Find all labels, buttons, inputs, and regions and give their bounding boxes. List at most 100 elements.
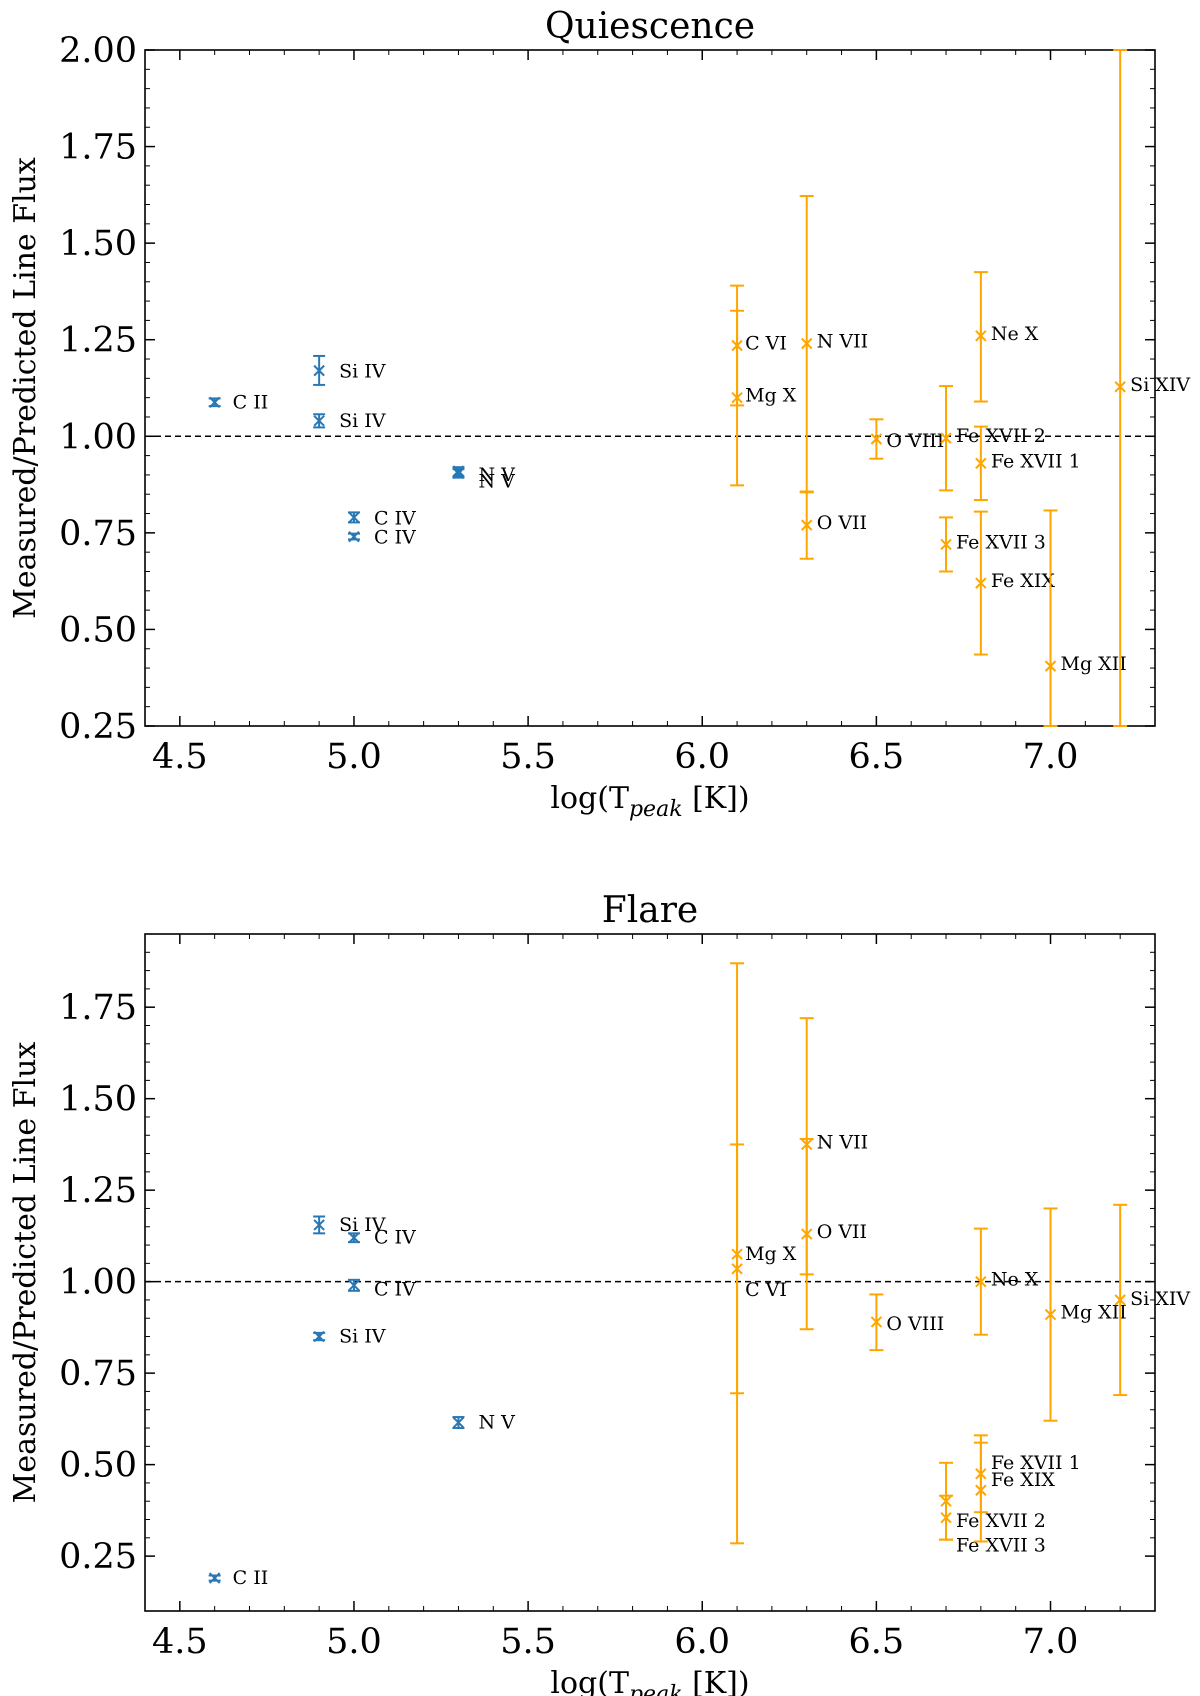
data-point: Mg X [730,309,797,487]
x-tick-label: 6.5 [849,1622,905,1662]
point-label: Fe XIX [991,1469,1055,1491]
x-tick-label: 4.5 [152,1622,208,1662]
y-tick-label: 1.25 [59,321,137,361]
data-point: Si IV [313,410,386,432]
data-point: Si IV [313,1326,386,1348]
x-marker [940,1511,952,1524]
data-point: Si XIV [1113,1203,1190,1397]
plot-frame [144,933,1156,1612]
x-tick-label: 4.5 [152,737,208,777]
x-tick-label: 5.5 [500,737,556,777]
data-point: C IV [347,507,416,529]
x-marker [940,538,952,551]
x-marker [975,330,987,342]
x-axis-label: log(Tpeak [K]) [550,1666,749,1696]
data-point: Fe XVII 3 [939,516,1046,573]
point-label: O VIII [886,1313,944,1335]
x-tick-label: 7.0 [1023,737,1079,777]
point-label: C IV [374,1227,416,1249]
y-tick-label: 1.75 [59,988,137,1028]
point-label: Mg X [745,385,797,407]
point-label: C II [233,391,269,413]
x-marker [870,1316,883,1328]
data-point: C IV [347,1227,416,1249]
point-label: N V [478,464,515,486]
data-point: Fe XIX [973,1441,1055,1543]
quiescence-panel: 4.5 5.0 5.5 6.0 6.5 7.0 0.25 0.50 0.75 1.00 1.25 1.… [8,6,1190,822]
x-marker [313,364,325,377]
data-point: O VIII [869,418,944,460]
data-point: O VII [799,490,867,560]
data-point: C II [208,1567,269,1589]
y-tick-label: 1.50 [59,1080,137,1120]
plot-frame [144,49,1156,727]
point-label: Si IV [339,1326,386,1348]
data-point: Fe XVII 3 [939,1494,1046,1557]
x-marker [801,1228,813,1240]
y-tick-label: 0.50 [59,610,137,650]
flare-panel: 4.5 5.0 5.5 6.0 6.5 7.0 0.25 0.50 0.75 1.00 1.25 1.… [8,890,1190,1696]
x-tick-label: 6.0 [674,737,730,777]
x-tick-label: 6.5 [849,737,905,777]
point-label: Fe XIX [991,570,1055,592]
point-label: O VIII [886,430,944,452]
data-point: Si IV [313,1214,386,1236]
data-point: N VII [799,195,868,494]
panel-title: Flare [602,890,698,931]
point-label: Mg XII [1061,1302,1127,1324]
y-tick-label: 1.50 [59,224,137,264]
x-marker [313,415,325,427]
x-marker [801,337,813,350]
y-tick-label: 0.50 [59,1446,137,1486]
x-marker [975,1275,987,1288]
x-marker [801,519,813,531]
x-marker [940,432,952,444]
point-label: Fe XVII 1 [991,450,1081,472]
y-tick-label: 0.75 [59,1354,137,1394]
x-marker [208,1572,221,1584]
x-axis-label-suffix: [K]) [683,1666,750,1696]
x-marker [1044,660,1057,672]
data-point: C IV [347,527,416,549]
x-tick-label: 5.5 [500,1622,556,1662]
point-label: Ne X [991,1269,1039,1291]
y-tick-label: 1.00 [59,1263,137,1303]
x-marker [975,457,987,470]
point-label: C II [233,1567,269,1589]
point-label: O VII [817,512,867,534]
x-marker [975,1484,987,1496]
point-label: C VI [745,333,787,355]
point-label: N VII [817,1131,868,1153]
y-tick-label: 2.00 [59,31,137,71]
data-point: N V [452,467,515,492]
x-marker [348,531,360,543]
x-marker [1114,1294,1126,1306]
data-point: Si XIV [1113,49,1190,727]
x-marker [348,1232,360,1244]
point-label: C IV [374,527,416,549]
point-label: N VII [817,331,868,353]
y-tick-label: 1.25 [59,1171,137,1211]
data-point: Mg X [730,1143,797,1395]
x-tick-label: 6.0 [674,1622,730,1662]
x-marker [208,396,221,409]
data-point: C VI [730,962,787,1545]
point-label: O VII [817,1221,867,1243]
data-point: Fe XVII 2 [939,385,1046,492]
y-axis-label: Measured/Predicted Line Flux [8,157,43,619]
y-tick-label: 0.25 [59,707,137,747]
x-axis-label-main: log(T [550,1666,629,1696]
point-label: Fe XVII 2 [956,425,1046,447]
x-marker [452,1416,465,1429]
x-marker [452,467,465,480]
x-tick-label: 7.0 [1023,1622,1079,1662]
data-point: Ne X [973,1227,1039,1336]
x-tick-label: 5.0 [326,737,382,777]
point-label: Ne X [991,323,1039,345]
panel-title: Quiescence [545,6,755,47]
x-axis-label: log(Tpeak [K]) [550,781,749,822]
point-label: N V [478,470,515,492]
point-label: Mg X [745,1243,797,1265]
data-point: C II [208,391,269,413]
